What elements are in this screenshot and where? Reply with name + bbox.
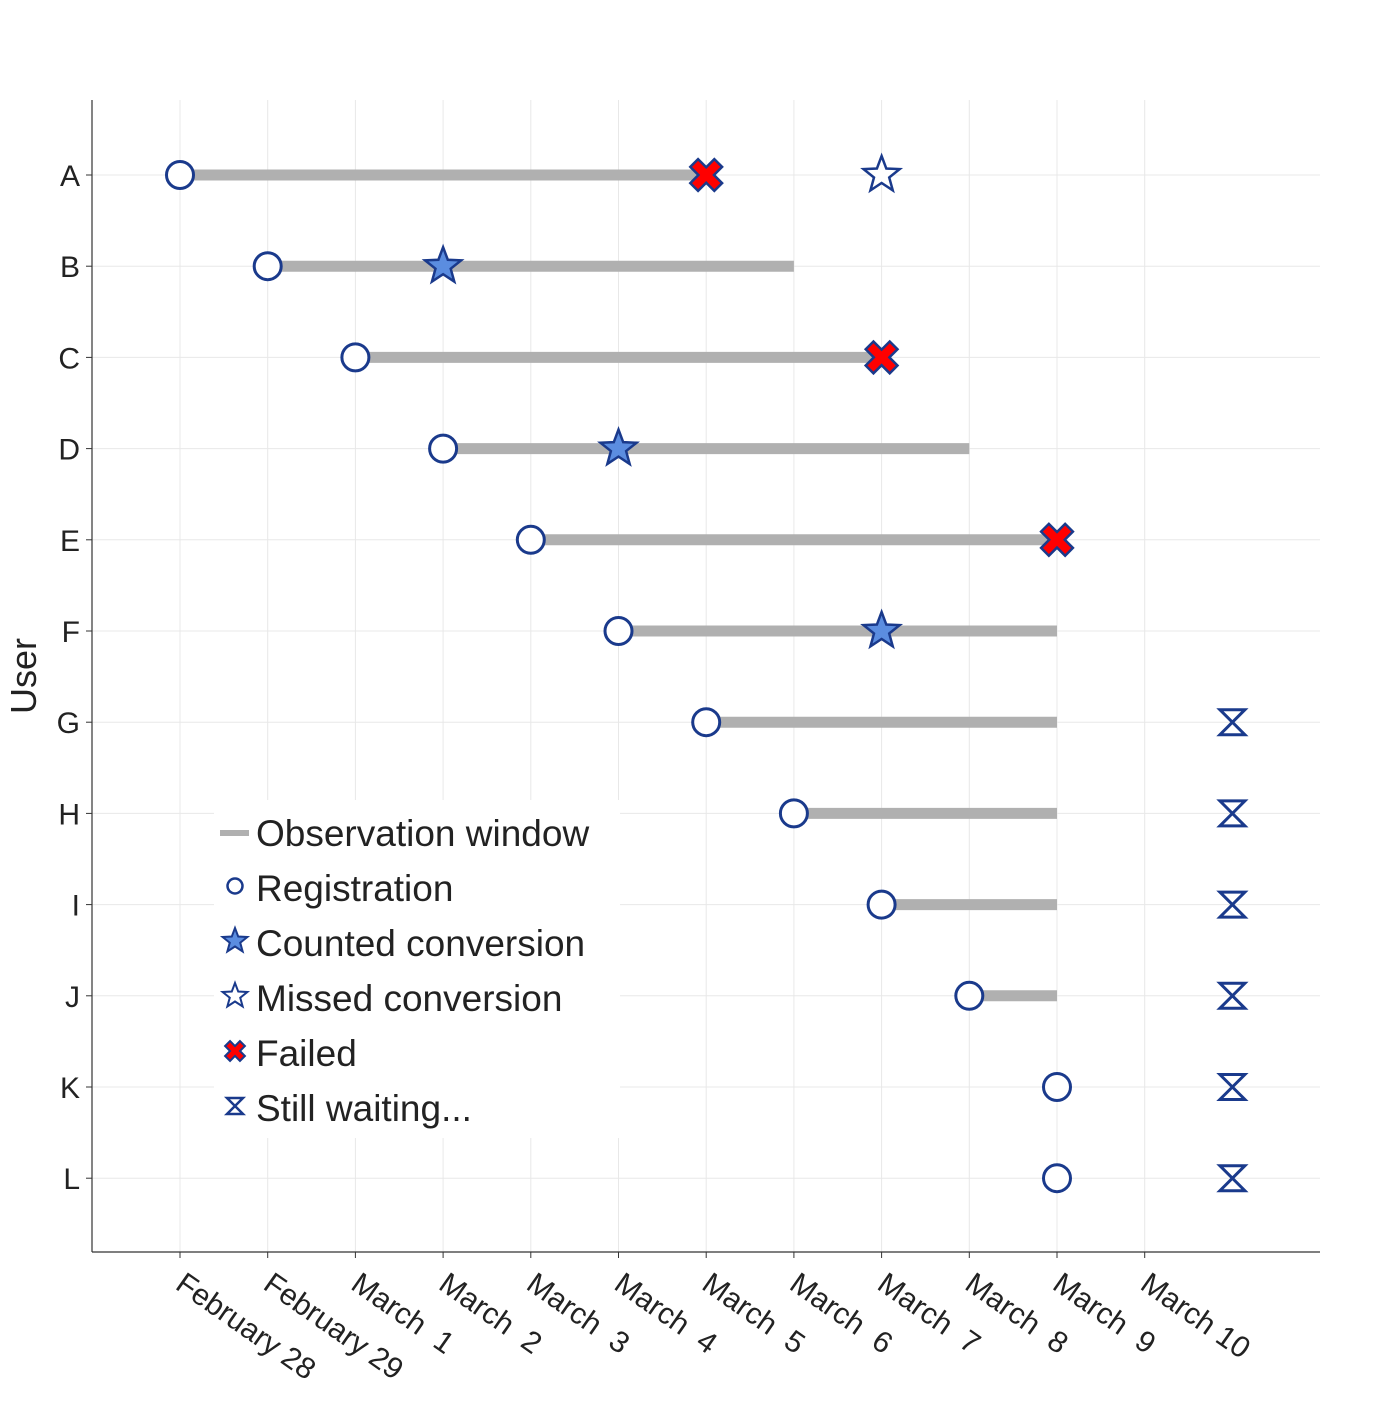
registration-marker xyxy=(252,251,283,282)
legend-failed-cross-icon xyxy=(223,1039,247,1063)
legend-item-registration: Registration xyxy=(226,868,453,909)
failed-marker xyxy=(863,339,900,376)
legend-missed-star-icon xyxy=(219,980,251,1009)
legend-label: Counted conversion xyxy=(256,923,585,964)
legend-label: Failed xyxy=(256,1033,357,1074)
registration-marker xyxy=(515,524,546,555)
registration-marker xyxy=(165,160,195,190)
registration-marker xyxy=(603,616,634,646)
y-tick-label: A xyxy=(60,160,80,193)
legend-hourglass-icon xyxy=(223,1096,247,1116)
still-waiting-marker xyxy=(1216,708,1249,737)
counted-conversion-marker xyxy=(421,243,465,285)
counted-conversion-marker xyxy=(597,426,640,467)
y-tick-label: J xyxy=(65,981,80,1014)
registration-marker xyxy=(1042,1163,1072,1194)
still-waiting-marker xyxy=(1216,799,1249,828)
legend-box xyxy=(214,800,620,1138)
y-tick-label: F xyxy=(62,616,80,649)
registration-marker xyxy=(954,980,985,1011)
registration-marker xyxy=(1042,1072,1072,1102)
failed-marker xyxy=(688,157,724,193)
still-waiting-marker xyxy=(1216,981,1249,1010)
y-tick-label: E xyxy=(60,525,80,558)
legend-label: Still waiting... xyxy=(256,1088,472,1129)
still-waiting-marker xyxy=(1216,1164,1249,1193)
failed-marker xyxy=(1039,522,1075,558)
legend-item-counted: Counted conversion xyxy=(219,923,585,964)
legend-label: Missed conversion xyxy=(256,978,562,1019)
legend-item-waiting: Still waiting... xyxy=(223,1088,472,1129)
legend-item-window: Observation window xyxy=(220,813,589,854)
x-tick-label: March 10 xyxy=(1135,1267,1256,1366)
still-waiting-marker xyxy=(1216,890,1249,919)
y-tick-label: H xyxy=(58,798,80,831)
registration-marker xyxy=(340,342,371,373)
legend: Observation window Registration Counted co… xyxy=(214,800,620,1138)
legend-label: Observation window xyxy=(256,813,589,854)
y-tick-label: B xyxy=(60,251,80,284)
y-axis-title: User xyxy=(3,638,44,714)
y-tick-label: L xyxy=(63,1163,80,1196)
legend-label: Registration xyxy=(256,868,453,909)
registration-marker xyxy=(691,707,722,738)
legend-counted-star-icon xyxy=(219,925,251,954)
legend-item-missed: Missed conversion xyxy=(219,978,562,1019)
y-tick-label: G xyxy=(57,707,80,740)
missed-conversion-marker xyxy=(860,152,904,194)
registration-marker xyxy=(778,798,809,829)
y-tick-label: K xyxy=(60,1072,80,1105)
y-tick-label: D xyxy=(58,434,80,467)
still-waiting-marker xyxy=(1216,1073,1249,1101)
data-marks xyxy=(165,152,1249,1194)
registration-marker xyxy=(428,433,459,464)
y-tick-label: I xyxy=(72,890,80,923)
registration-marker xyxy=(866,889,897,920)
legend-item-failed: Failed xyxy=(223,1033,357,1074)
legend-registration-icon xyxy=(226,877,244,895)
y-tick-label: C xyxy=(58,342,80,375)
counted-conversion-marker xyxy=(860,608,904,650)
